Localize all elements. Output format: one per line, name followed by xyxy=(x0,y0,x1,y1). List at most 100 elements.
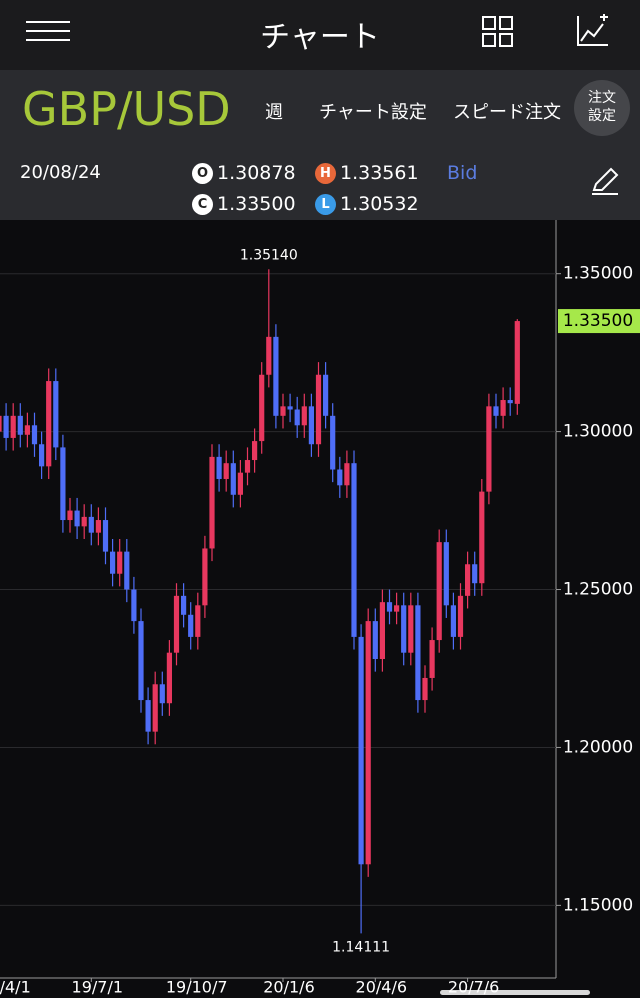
close-value: 1.33500 xyxy=(217,193,296,215)
candle-body xyxy=(10,415,16,438)
date: 20/08/24 xyxy=(20,162,101,183)
candle-body xyxy=(443,542,449,606)
candle-body xyxy=(323,374,329,416)
candle-body xyxy=(351,463,357,637)
indicator-icon[interactable] xyxy=(576,14,610,48)
candle-body xyxy=(131,589,137,622)
candle-body xyxy=(46,381,52,467)
candle-body xyxy=(486,406,492,492)
candle-body xyxy=(344,463,350,486)
candle-body xyxy=(301,406,307,426)
candle-body xyxy=(457,595,464,637)
x-tick-label: 20/7/6 xyxy=(448,978,500,997)
candle-body xyxy=(81,516,87,527)
price-marker-label: 1.33500 xyxy=(563,311,633,331)
candle-body xyxy=(53,381,59,448)
low-badge: L xyxy=(315,194,336,215)
x-tick-label: 20/4/6 xyxy=(356,978,408,997)
candle-body xyxy=(166,652,172,704)
candle-body xyxy=(358,636,364,865)
candle-body xyxy=(145,700,151,732)
candle-body xyxy=(102,520,109,552)
candle-body xyxy=(173,595,180,653)
candle-body xyxy=(479,491,485,584)
high-value: 1.33561 xyxy=(340,162,419,184)
candle-body xyxy=(372,621,378,660)
candle-body xyxy=(188,614,194,637)
y-tick-label: 1.30000 xyxy=(563,422,633,442)
x-tick-label: 19/7/1 xyxy=(72,978,124,997)
candle-body xyxy=(0,415,2,432)
extreme-label: 1.35140 xyxy=(240,247,298,263)
candle-body xyxy=(308,406,314,445)
menu-icon[interactable] xyxy=(26,20,70,44)
order-settings-line: 設定 xyxy=(588,108,616,124)
candle-body xyxy=(337,469,343,486)
candle-body xyxy=(117,551,123,574)
candle-body xyxy=(110,551,116,574)
candle-body xyxy=(287,406,293,410)
candle-body xyxy=(259,374,265,442)
price-marker xyxy=(558,309,640,334)
candle-body xyxy=(401,605,407,653)
open-value: 1.30878 xyxy=(217,162,296,184)
edit-icon[interactable] xyxy=(590,166,620,196)
period-button[interactable]: 週 xyxy=(265,102,283,123)
candlestick-chart: 1.15000 1.20000 1.25000 1.30000 1.35000 19/4/… xyxy=(0,220,640,997)
candle-body xyxy=(17,415,23,435)
candle-body xyxy=(67,510,73,521)
open-badge: O xyxy=(192,163,213,184)
candle-body xyxy=(408,605,414,653)
y-tick-label: 1.35000 xyxy=(563,264,633,284)
layout-icon[interactable] xyxy=(482,16,514,48)
candle-body xyxy=(3,415,9,438)
candle-body xyxy=(74,510,80,527)
page-title: チャート xyxy=(260,20,380,55)
candle-body xyxy=(472,564,478,584)
candle-body xyxy=(181,595,187,615)
price-type[interactable]: Bid xyxy=(447,162,478,184)
order-settings-button[interactable]: 注文 設定 xyxy=(574,80,630,136)
symbol[interactable]: GBP/USD xyxy=(22,82,231,136)
candle-body xyxy=(394,605,400,612)
ohlc-info: 20/08/24 O 1.30878 H 1.33561 C 1.33500 L… xyxy=(0,150,640,220)
x-tick-label: 20/1/6 xyxy=(263,978,315,997)
extreme-label: 1.14111 xyxy=(332,939,390,955)
speed-order-button[interactable]: スピード注文 xyxy=(453,102,561,123)
candle-body xyxy=(216,456,222,479)
candle-body xyxy=(223,463,229,479)
candle-body xyxy=(330,415,336,470)
candle-body xyxy=(500,400,506,416)
candle-body xyxy=(152,684,158,732)
candle-body xyxy=(493,406,499,416)
candle-body xyxy=(365,621,371,865)
candle-body xyxy=(280,406,286,416)
candle-body xyxy=(294,409,300,426)
candle-body xyxy=(429,640,435,678)
candle-body xyxy=(138,621,144,701)
candle-body xyxy=(237,472,243,495)
home-indicator xyxy=(440,990,590,995)
candle-body xyxy=(450,605,456,637)
chart-settings-button[interactable]: チャート設定 xyxy=(319,102,427,123)
candle-body xyxy=(60,447,66,521)
candle-body xyxy=(39,444,45,467)
x-tick-label: 19/10/7 xyxy=(166,978,228,997)
y-tick-label: 1.25000 xyxy=(563,580,633,600)
candle-body xyxy=(315,374,322,445)
candle-body xyxy=(159,684,165,704)
candle-body xyxy=(95,520,101,533)
high-badge: H xyxy=(315,163,336,184)
close-badge: C xyxy=(192,194,213,215)
candle-body xyxy=(514,321,520,404)
candle-body xyxy=(88,516,94,533)
candle-body xyxy=(273,336,279,416)
candle-body xyxy=(507,400,513,404)
candle-body xyxy=(24,425,30,435)
candle-body xyxy=(124,551,130,590)
candle-body xyxy=(415,605,421,701)
candle-body xyxy=(31,425,38,445)
y-tick-label: 1.20000 xyxy=(563,737,633,757)
low-value: 1.30532 xyxy=(340,193,419,215)
